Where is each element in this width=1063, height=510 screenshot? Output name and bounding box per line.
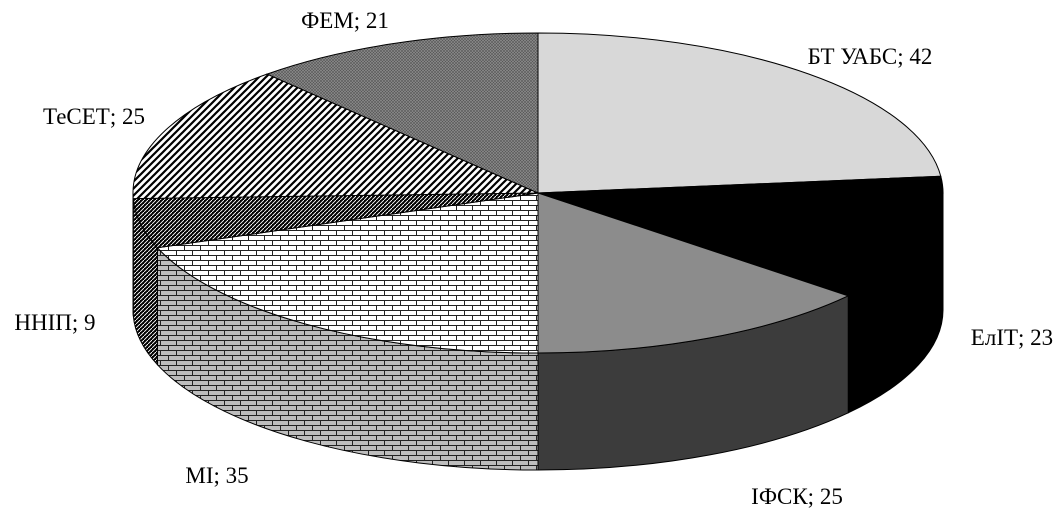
slice-label-еліт: ЕлІТ; 23 [971, 325, 1053, 350]
slice-label-нніп: ННІП; 9 [14, 310, 95, 335]
pie-slice-мі [156, 192, 539, 354]
slice-label-бт-уабс: БТ УАБС; 42 [808, 44, 933, 69]
pie-slice-еліт [537, 175, 944, 297]
slice-label-мі: МІ; 35 [185, 463, 248, 488]
pie-labels: БТ УАБС; 42 ЕлІТ; 23 ІФСК; 25 МІ; 35 ННІП; 9… [14, 8, 1053, 509]
slice-label-фем: ФЕМ; 21 [301, 8, 389, 33]
slice-label-іфск: ІФСК; 25 [751, 484, 843, 509]
slice-label-тесет: ТеСЕТ; 25 [43, 104, 145, 129]
pie-slice-фем [265, 32, 539, 194]
pie-tops [132, 32, 944, 354]
pie-slice-іфск [537, 192, 850, 354]
pie-sides [132, 192, 944, 471]
pie-slice-тесет [132, 73, 539, 200]
pie-slice-бт-уабс [537, 32, 942, 194]
